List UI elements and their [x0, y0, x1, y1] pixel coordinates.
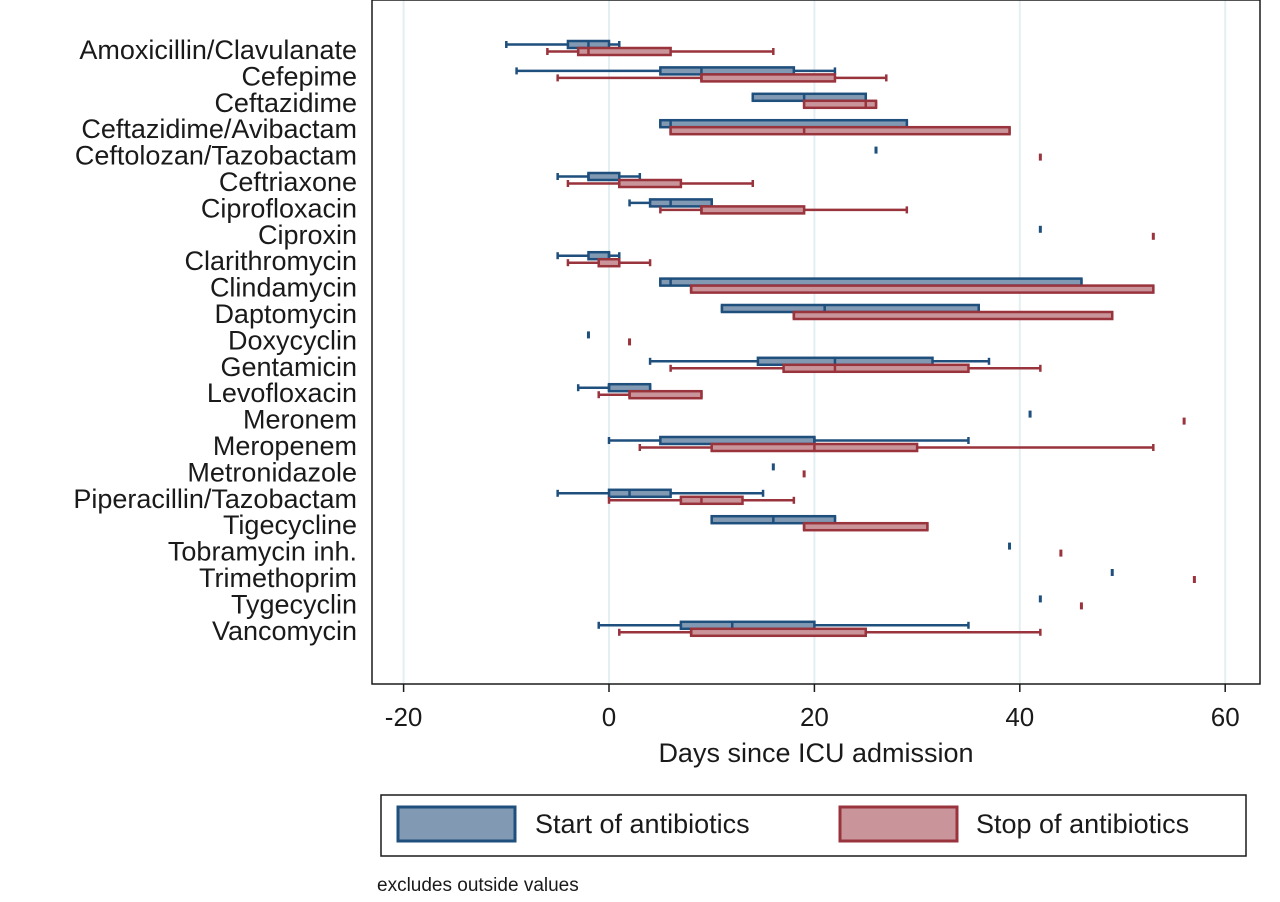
category-label-4: Ceftolozan/Tazobactam	[75, 141, 357, 171]
category-label-6: Ciprofloxacin	[201, 193, 357, 223]
category-label-19: Tobramycin inh.	[168, 537, 357, 567]
category-label-14: Meronem	[243, 405, 357, 435]
stop-2-box	[802, 99, 878, 110]
legend-swatch-stop	[838, 805, 959, 843]
category-label-11: Doxycyclin	[228, 325, 357, 355]
category-label-2: Ceftazidime	[214, 88, 357, 118]
stop-4-point	[1038, 153, 1042, 161]
legend-swatch-start	[396, 805, 517, 843]
start-7-point	[1038, 225, 1042, 233]
stop-8-box	[597, 257, 621, 268]
category-label-7: Ciproxin	[258, 220, 357, 250]
stop-9-box	[689, 284, 1155, 294]
stop-19-point	[1059, 549, 1063, 557]
x-axis-title: Days since ICU admission	[658, 738, 973, 768]
category-label-5: Ceftriaxone	[219, 167, 357, 197]
legend-label-start: Start of antibiotics	[535, 809, 750, 839]
category-label-18: Tigecycline	[223, 510, 357, 540]
category-label-1: Cefepime	[241, 61, 357, 91]
start-21-point	[1038, 595, 1042, 603]
category-label-0: Amoxicillin/Clavulanate	[79, 35, 357, 65]
stop-13-box	[628, 389, 703, 400]
category-label-3: Ceftazidime/Avibactam	[81, 114, 357, 144]
x-axis: -20 0 20 40 60	[385, 684, 1240, 732]
box-marks	[505, 39, 1196, 638]
category-label-10: Daptomycin	[214, 299, 357, 329]
stop-1-box	[700, 73, 837, 83]
stop-11-point	[628, 338, 632, 346]
x-tick-label-1: 0	[602, 702, 616, 732]
stop-21-point	[1079, 602, 1083, 610]
start-6-box	[648, 198, 713, 208]
stop-16-point	[802, 470, 806, 478]
category-labels: Amoxicillin/ClavulanateCefepimeCeftazidi…	[73, 35, 357, 646]
start-20-point	[1110, 569, 1114, 576]
category-label-12: Gentamicin	[220, 352, 357, 382]
stop-0-box	[576, 46, 672, 57]
category-label-20: Trimethoprim	[199, 563, 357, 593]
category-label-13: Levofloxacin	[207, 378, 357, 408]
category-label-8: Clarithromycin	[184, 246, 357, 276]
start-5-box	[587, 171, 621, 182]
category-label-22: Vancomycin	[212, 616, 357, 646]
plot-frame	[371, 0, 1261, 685]
note-text: excludes outside values	[377, 875, 579, 896]
start-17-box	[607, 488, 672, 499]
stop-5-box	[618, 178, 683, 189]
category-label-21: Tygecyclin	[231, 589, 357, 619]
stop-22-box	[689, 627, 867, 638]
stop-18-box	[802, 521, 929, 532]
stop-3-box	[669, 125, 1011, 136]
category-label-16: Metronidazole	[187, 457, 357, 487]
start-16-point	[771, 463, 775, 471]
stop-6-box	[700, 205, 806, 215]
category-label-15: Meropenem	[213, 431, 357, 461]
x-tick-label-3: 40	[1005, 702, 1034, 732]
legend-label-stop: Stop of antibiotics	[976, 809, 1189, 839]
stop-10-box	[792, 310, 1114, 321]
stop-7-point	[1151, 232, 1155, 240]
start-11-point	[586, 331, 590, 339]
stop-14-point	[1182, 417, 1186, 425]
stop-12-box	[782, 363, 970, 374]
category-label-9: Clindamycin	[210, 273, 357, 303]
category-label-17: Piperacillin/Tazobactam	[73, 484, 357, 514]
gridlines	[402, 0, 1227, 684]
start-4-point	[874, 146, 878, 154]
x-tick-label-2: 20	[800, 702, 829, 732]
x-tick-label-4: 60	[1211, 702, 1240, 732]
start-19-point	[1008, 542, 1012, 550]
stop-20-point	[1192, 576, 1196, 583]
legend-frame	[380, 794, 1247, 857]
legend: Start of antibiotics Stop of antibiotics	[380, 794, 1247, 857]
start-14-point	[1028, 410, 1032, 418]
x-tick-label-0: -20	[385, 702, 423, 732]
stop-17-box	[679, 495, 744, 506]
